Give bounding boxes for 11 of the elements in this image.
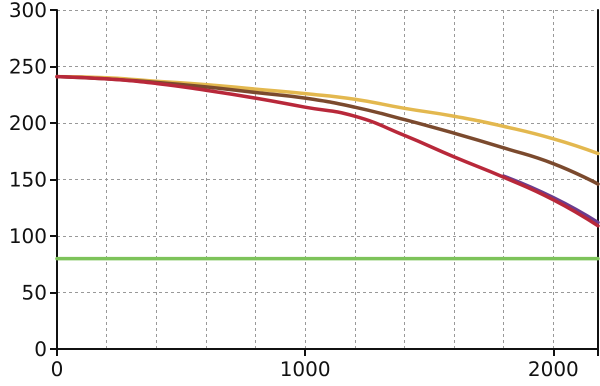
x-tick-label: 2000 — [528, 357, 579, 381]
y-tick-label: 150 — [8, 168, 47, 192]
x-tick-label: 1000 — [280, 357, 331, 381]
y-tick-label: 250 — [8, 54, 47, 78]
y-tick-label: 200 — [8, 111, 47, 135]
x-tick-label: 0 — [50, 357, 64, 381]
y-tick-label: 50 — [22, 280, 47, 304]
y-tick-label: 100 — [8, 224, 47, 248]
line-series — [55, 74, 600, 228]
y-tick-label: 0 — [34, 337, 47, 361]
y-tick-label: 300 — [8, 0, 47, 22]
